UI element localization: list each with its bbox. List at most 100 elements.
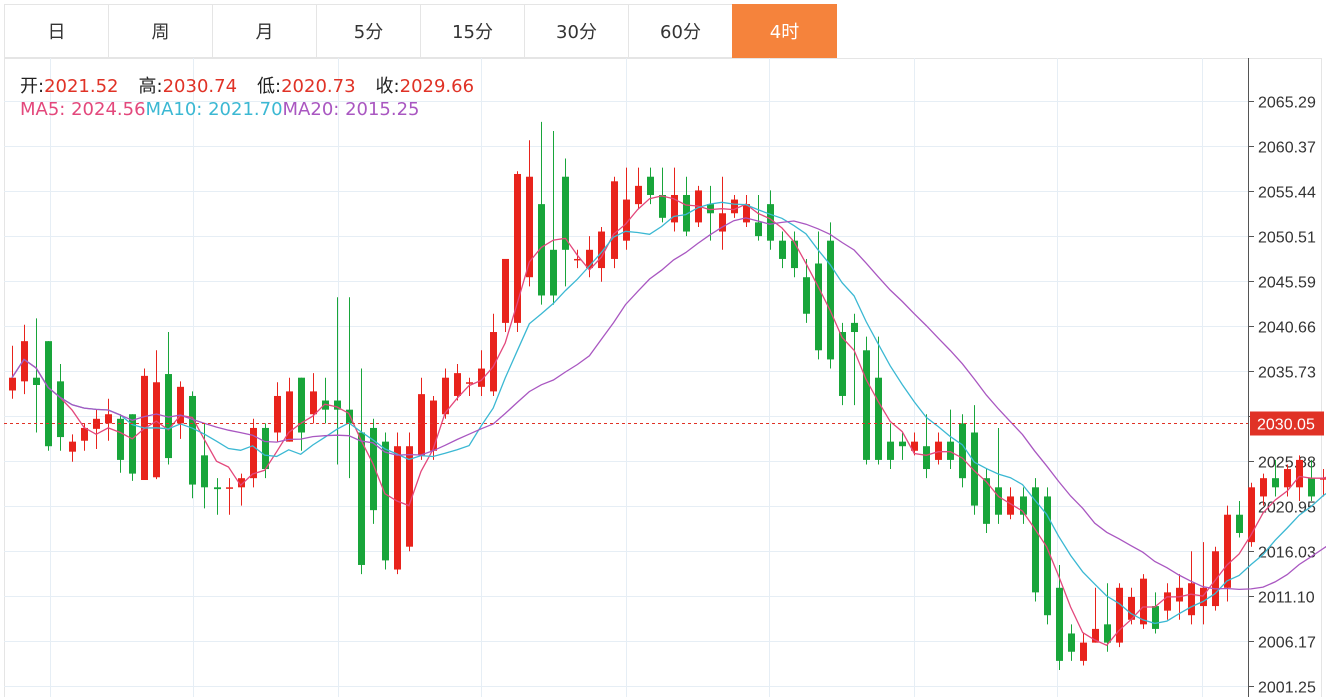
tab-week[interactable]: 周 — [108, 4, 213, 58]
candle-body-12 — [153, 382, 160, 478]
candle-body-72 — [875, 377, 882, 460]
tab-30min[interactable]: 30分 — [524, 4, 629, 58]
ohlc-info: 开:2021.52 高:2030.74 低:2020.73 收:2029.66 — [20, 72, 494, 98]
candle-body-60 — [731, 199, 738, 214]
candle-body-94 — [1140, 578, 1147, 625]
low-label: 低: — [257, 76, 282, 97]
candle-body-16 — [201, 455, 208, 488]
candle-body-70 — [851, 322, 858, 333]
candle-body-95 — [1152, 606, 1159, 629]
candle-body-30 — [370, 427, 377, 511]
open-label: 开: — [20, 76, 45, 97]
candle-body-43 — [526, 176, 533, 278]
ma20-value: 2015.25 — [345, 99, 420, 120]
candle-body-31 — [382, 441, 389, 561]
candle-body-49 — [598, 231, 605, 269]
candle-body-8 — [105, 414, 112, 424]
candle-body-102 — [1236, 514, 1243, 533]
candle-body-42 — [514, 173, 521, 323]
ma5-label: MA5: — [20, 99, 66, 120]
candle-body-6 — [81, 427, 88, 441]
candle-body-19 — [238, 478, 245, 488]
candle-body-106 — [1284, 469, 1291, 488]
candle-body-67 — [815, 263, 822, 351]
candle-body-85 — [1032, 487, 1039, 593]
candle-body-32 — [394, 446, 401, 570]
tab-15min[interactable]: 15分 — [420, 4, 525, 58]
candle-body-86 — [1044, 496, 1051, 616]
candle-body-1 — [21, 341, 28, 382]
candle-body-27 — [334, 400, 341, 410]
candle-body-33 — [406, 446, 413, 547]
candle-body-22 — [274, 395, 281, 433]
ma10-line — [11, 201, 1326, 625]
candle-body-81 — [983, 478, 990, 524]
candle-body-75 — [911, 441, 918, 451]
candle-body-45 — [550, 249, 557, 296]
candle-body-73 — [887, 441, 894, 460]
candle-body-39 — [478, 368, 485, 387]
candle-body-80 — [971, 432, 978, 506]
candle-body-65 — [791, 240, 798, 269]
candle-body-82 — [995, 487, 1002, 515]
tab-day[interactable]: 日 — [4, 4, 109, 58]
candle-body-48 — [586, 249, 593, 269]
candle-body-2 — [33, 377, 40, 386]
candle-body-10 — [129, 414, 136, 474]
candle-body-35 — [430, 400, 437, 451]
candle-body-29 — [358, 432, 365, 565]
ma20-readout: MA20: 2015.25 — [283, 99, 420, 120]
tab-60min[interactable]: 60分 — [628, 4, 733, 58]
candle-body-100 — [1212, 551, 1219, 607]
y-tick-label-1: 2060.37 — [1258, 140, 1316, 157]
candle-body-24 — [298, 377, 305, 433]
candle-body-83 — [1007, 496, 1014, 515]
candle-body-37 — [454, 373, 461, 396]
ma5-value: 2024.56 — [71, 99, 146, 120]
candle-body-17 — [214, 487, 221, 490]
tab-5min[interactable]: 5分 — [316, 4, 421, 58]
y-tick-label-3: 2050.51 — [1258, 230, 1316, 247]
candle-body-79 — [959, 423, 966, 479]
ma10-label: MA10: — [145, 99, 203, 120]
candle-body-18 — [226, 487, 233, 489]
candle-body-88 — [1068, 633, 1075, 652]
candle-body-92 — [1116, 587, 1123, 643]
candle-body-28 — [346, 409, 353, 424]
close-label: 收: — [375, 76, 400, 97]
y-tick-label-5: 2040.66 — [1258, 320, 1316, 337]
chart-frame — [4, 58, 1322, 697]
tab-month[interactable]: 月 — [212, 4, 317, 58]
candle-body-91 — [1104, 624, 1111, 643]
candle-body-55 — [671, 194, 678, 223]
candle-body-109 — [1320, 478, 1326, 480]
candle-body-38 — [466, 382, 473, 384]
candle-body-25 — [310, 391, 317, 415]
candle-body-23 — [286, 391, 293, 442]
candle-body-50 — [611, 181, 618, 259]
candle-body-54 — [659, 194, 666, 218]
ma20-label: MA20: — [282, 99, 340, 120]
candle-body-4 — [57, 381, 64, 438]
candle-body-44 — [538, 204, 545, 296]
last-price-label: 2030.05 — [1257, 417, 1315, 434]
candle-body-9 — [117, 418, 124, 460]
y-tick-label-4: 2045.59 — [1258, 275, 1316, 292]
candle-body-41 — [502, 258, 509, 323]
candle-body-97 — [1176, 587, 1183, 602]
candle-body-58 — [707, 204, 714, 214]
candle-body-53 — [647, 176, 654, 195]
ma10-value: 2021.70 — [208, 99, 283, 120]
candle-body-98 — [1188, 583, 1195, 616]
high-label: 高: — [138, 76, 163, 97]
candle-body-69 — [839, 332, 846, 396]
candle-body-104 — [1260, 478, 1267, 497]
y-tick-label-10: 2016.03 — [1258, 545, 1316, 562]
candle-body-90 — [1092, 628, 1099, 643]
tab-4hour[interactable]: 4时 — [732, 4, 837, 58]
candle-body-62 — [755, 222, 762, 237]
candle-body-64 — [779, 240, 786, 259]
candle-body-36 — [442, 377, 449, 415]
candle-body-93 — [1128, 596, 1135, 620]
